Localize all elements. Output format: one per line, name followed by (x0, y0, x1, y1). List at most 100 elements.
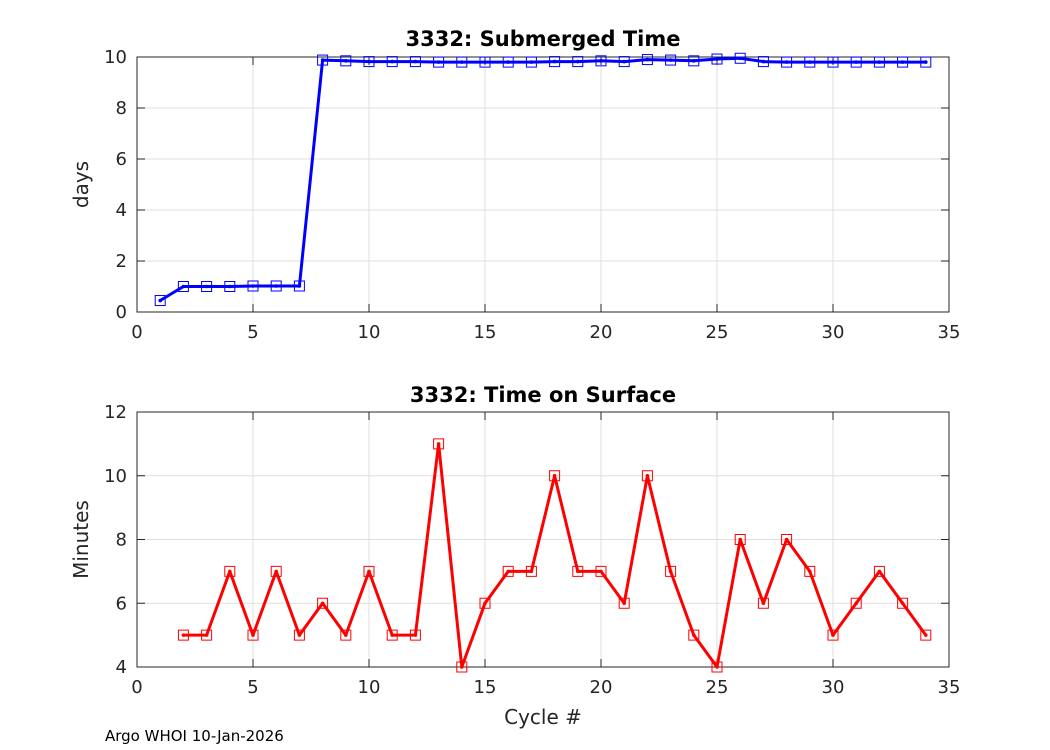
surface-time-panel: 0 5 10 15 20 25 30 35 4 6 8 10 12 3332: Time on Surfa… (69, 383, 960, 729)
data-point-dot (344, 59, 348, 63)
data-point-dot (784, 60, 789, 64)
x-tick-label: 5 (247, 677, 258, 698)
data-point-marker (850, 597, 862, 609)
data-point-dot (390, 59, 395, 64)
data-point-dot (297, 284, 302, 288)
data-point-marker (317, 597, 329, 609)
data-point-marker (688, 55, 700, 67)
data-point-dot (344, 633, 348, 637)
data-point-marker (224, 281, 236, 292)
data-point-dot (413, 59, 418, 64)
data-point-dot (483, 60, 487, 64)
chart-title: 3332: Submerged Time (405, 27, 680, 51)
y-tick-label: 4 (116, 200, 127, 221)
data-point-marker (572, 565, 584, 577)
data-point-marker (618, 56, 630, 68)
data-point-marker (618, 597, 630, 609)
data-point-marker (920, 56, 932, 68)
data-point-dot (181, 284, 186, 289)
data-point-dot (552, 473, 557, 478)
y-tick-label: 6 (116, 593, 127, 614)
data-point-dot (599, 569, 603, 574)
data-point-dot (715, 665, 719, 669)
data-point-marker (502, 565, 514, 577)
data-point-marker (386, 56, 398, 68)
data-point-marker (781, 534, 793, 545)
data-point-dot (506, 60, 511, 64)
data-point-dot (529, 60, 534, 64)
data-point-dot (529, 569, 534, 574)
series-line (159, 56, 926, 302)
data-point-marker (363, 56, 375, 68)
data-point-marker (734, 52, 746, 64)
data-point-marker (525, 565, 537, 577)
data-point-dot (900, 60, 905, 64)
data-point-marker (757, 597, 769, 609)
x-tick-label: 10 (358, 322, 381, 343)
x-tick-label: 5 (247, 322, 258, 343)
data-point-dot (831, 60, 835, 64)
data-point-dot (251, 284, 255, 288)
data-point-dot (576, 569, 580, 574)
x-tick-label: 15 (474, 322, 497, 343)
y-tick-label: 6 (116, 149, 127, 170)
data-point-marker (201, 629, 213, 641)
data-point-dot (599, 59, 603, 63)
x-tick-label: 20 (590, 677, 613, 698)
data-point-marker (873, 565, 885, 577)
data-point-dot (228, 569, 232, 574)
data-point-marker (525, 56, 537, 68)
data-point-dot (622, 59, 626, 64)
y-tick-label: 2 (116, 251, 127, 272)
data-point-marker (386, 629, 398, 641)
data-point-marker (688, 629, 700, 641)
data-point-dot (274, 284, 279, 288)
data-point-marker (827, 629, 839, 641)
data-point-dot (158, 298, 162, 303)
x-tick-label: 0 (131, 677, 142, 698)
data-point-marker (897, 597, 909, 609)
data-point-marker (827, 56, 839, 68)
data-point-marker (293, 629, 305, 641)
data-point-marker (641, 470, 653, 482)
chart-title: 3332: Time on Surface (410, 383, 676, 407)
data-point-dot (900, 601, 905, 606)
data-point-marker (433, 56, 445, 68)
footer-text: Argo WHOI 10-Jan-2026 (105, 727, 284, 745)
y-tick-label: 4 (116, 657, 127, 678)
data-point-dot (460, 665, 464, 669)
data-point-marker (549, 56, 561, 68)
data-point-dot (761, 601, 766, 606)
data-point-dot (924, 633, 928, 637)
data-point-dot (645, 473, 650, 478)
data-point-dot (483, 601, 487, 606)
data-point-marker (572, 56, 584, 68)
x-tick-label: 35 (938, 322, 961, 343)
data-point-dot (854, 60, 858, 64)
data-point-dot (552, 59, 557, 64)
data-point-marker (595, 55, 607, 67)
x-tick-label: 20 (590, 322, 613, 343)
data-point-marker (757, 56, 769, 68)
data-point-marker (549, 470, 561, 482)
submerged-time-panel: 0 5 10 15 20 25 30 35 0 2 4 6 8 10 3332: Submerged Tim… (69, 27, 960, 343)
data-point-dot (924, 60, 928, 64)
data-point-dot (181, 633, 186, 637)
data-point-marker (804, 56, 816, 68)
data-point-marker (711, 661, 723, 673)
x-tick-label: 25 (706, 322, 729, 343)
data-point-marker (711, 53, 723, 65)
x-tick-label: 30 (822, 677, 845, 698)
data-point-dot (738, 56, 742, 61)
data-point-dot (204, 633, 209, 637)
data-point-dot (668, 58, 673, 62)
data-point-dot (436, 442, 441, 446)
data-point-dot (784, 537, 789, 542)
data-point-marker (804, 565, 816, 577)
y-tick-label: 8 (116, 530, 127, 551)
data-point-marker (456, 56, 468, 68)
data-point-dot (367, 59, 371, 64)
x-tick-label: 10 (358, 677, 381, 698)
x-axis-label: Cycle # (504, 705, 582, 729)
data-point-dot (251, 633, 255, 637)
